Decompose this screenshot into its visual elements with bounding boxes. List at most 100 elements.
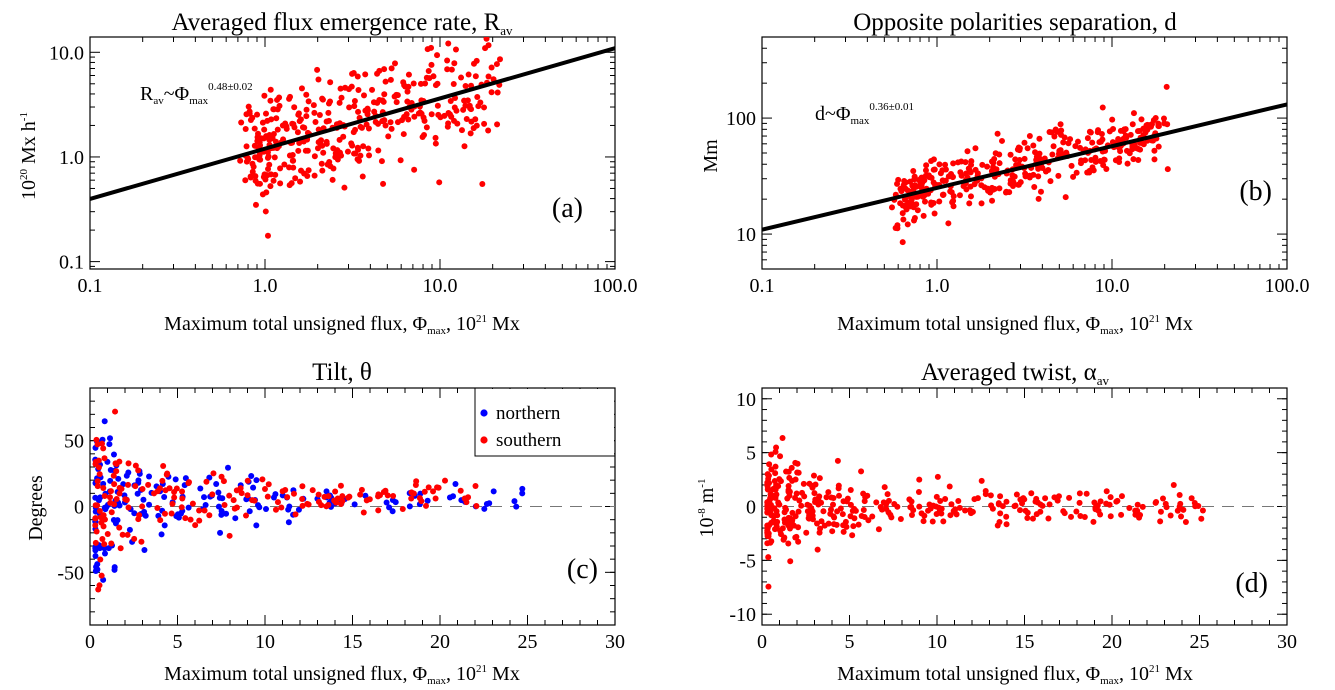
chart-d-point-series [768,512,774,518]
chart-d-point-series [811,490,817,496]
chart-c-point-southern [179,504,185,510]
chart-b-point [910,168,916,174]
chart-c-point-northern [96,497,102,503]
chart-c-point-southern [243,513,249,519]
chart-b-point [995,131,1001,137]
chart-d-point-series [796,497,802,503]
chart-a-point [263,133,269,139]
chart-d-point-series [765,525,771,531]
chart-a-point [287,153,293,159]
chart-c-point-southern [116,459,122,465]
chart-a-point [471,125,477,131]
chart-d-point-series [774,512,780,518]
chart-d-point-series [768,451,774,457]
chart-d-points [762,435,1287,590]
chart-a-point [405,116,411,122]
chart-a-point [317,112,323,118]
chart-a-point [401,131,407,137]
chart-a-point [433,135,439,141]
chart-c-point-southern [154,505,160,511]
chart-c-point-southern [107,500,113,506]
chart-c-xtick-label: 5 [173,631,183,653]
chart-c-point-northern [450,493,456,499]
chart-c-point-northern [253,522,259,528]
chart-a-ytick-label: 1.0 [59,147,84,169]
chart-d-point-series [1017,507,1023,513]
chart-c-point-southern [202,508,208,514]
chart-a-point [300,124,306,130]
chart-a-point [313,119,319,125]
chart-d-point-series [938,511,944,517]
chart-a-point [459,127,465,133]
chart-c-point-northern [286,519,292,525]
chart-a-point [371,99,377,105]
chart-a-point [394,99,400,105]
chart-d-point-series [947,484,953,490]
chart-c-point-northern [102,551,108,557]
chart-d-point-series [1118,512,1124,518]
chart-a-point [341,185,347,191]
chart-d-point-series [791,523,797,529]
chart-b-point [1003,189,1009,195]
chart-b-point [913,184,919,190]
chart-b-point [923,167,929,173]
chart-b-point [1015,147,1021,153]
chart-c-point-northern [491,488,497,494]
chart-a-xtick-label: 1.0 [253,275,278,297]
chart-a-point [474,94,480,100]
chart-d-point-series [793,476,799,482]
chart-d-point-series [936,505,942,511]
chart-c-point-southern [124,497,130,503]
chart-a-point [424,75,430,81]
chart-a-point [473,73,479,79]
chart-d-point-series [898,516,904,522]
chart-d-point-series [1132,512,1138,518]
chart-c-panel-label: (c) [567,554,598,585]
chart-b-point [1021,140,1027,146]
chart-c-point-southern [458,488,464,494]
chart-c-point-southern [169,501,175,507]
chart-c-point-southern [375,507,381,513]
chart-a-point [276,94,282,100]
chart-d-xtick-label: 25 [1190,631,1210,653]
chart-d-point-series [811,473,817,479]
chart-a-point [252,143,258,149]
chart-d-point-series [829,528,835,534]
chart-d-point-series [1090,519,1096,525]
chart-c-point-southern [252,498,258,504]
chart-b-point [1056,148,1062,154]
chart-b-point [1036,196,1042,202]
chart-c-point-southern [117,491,123,497]
chart-c-point-southern [231,497,237,503]
chart-b-point [928,202,934,208]
chart-c-point-northern [285,507,291,513]
chart-d-point-series [848,487,854,493]
chart-a-point [365,107,371,113]
chart-d-point-series [997,493,1003,499]
chart-a-point [265,155,271,161]
chart-c-point-southern [273,507,279,513]
chart-c-xtick-label: 30 [605,631,625,653]
chart-c-point-southern [114,496,120,502]
chart-a-point [485,127,491,133]
chart-d-point-series [765,554,771,560]
chart-c-point-southern [442,478,448,484]
chart-a-point [395,119,401,125]
chart-c-point-northern [390,508,396,514]
chart-a-point [249,161,255,167]
chart-a-point [361,92,367,98]
chart-d-point-series [865,517,871,523]
chart-c-point-southern [284,494,290,500]
chart-c-point-southern [135,516,141,522]
chart-c-point-southern [190,501,196,507]
chart-d-point-series [851,515,857,521]
chart-c-point-southern [164,471,170,477]
chart-c-point-southern [332,489,338,495]
chart-d-point-series [908,504,914,510]
chart-c-point-southern [102,455,108,461]
chart-d-point-series [1028,490,1034,496]
chart-a-title: Averaged flux emergence rate, Rav [171,9,513,38]
chart-c-point-southern [97,471,103,477]
chart-c-point-southern [339,498,345,504]
chart-c-legend: northern southern [475,388,615,456]
